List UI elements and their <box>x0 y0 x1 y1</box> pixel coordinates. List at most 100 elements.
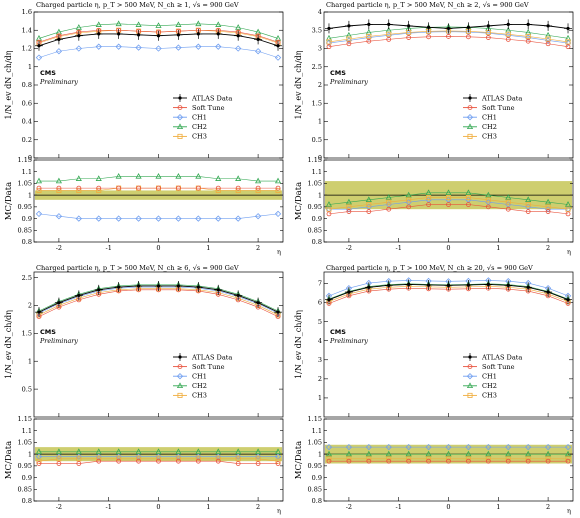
ratio-point <box>565 211 571 217</box>
ratio-point <box>55 448 62 455</box>
legend-entry: CH2 <box>173 382 207 390</box>
ratio-point <box>366 202 372 208</box>
data-point <box>545 36 551 42</box>
ratio-point <box>156 185 161 191</box>
data-point <box>505 36 511 42</box>
ratio-point <box>505 206 511 212</box>
legend-marker <box>466 373 474 380</box>
legend-marker <box>177 133 183 139</box>
preliminary-label: Preliminary <box>329 337 368 345</box>
ratio-point <box>255 177 262 184</box>
ratio-point <box>235 175 242 181</box>
ratio-point <box>545 204 551 210</box>
preliminary-label: Preliminary <box>39 78 78 86</box>
data-point <box>505 31 511 37</box>
ratio-y-tick-label: 1 <box>28 450 32 458</box>
ratio-point <box>445 189 452 196</box>
legend-label: CH2 <box>482 382 497 390</box>
data-point <box>37 44 41 48</box>
x-tick-label: -2 <box>346 503 352 511</box>
ratio-point <box>36 461 42 466</box>
chart-panel-4: Charged particle η, p_T > 100 MeV, N_ch … <box>294 264 574 515</box>
x-tick-label: -1 <box>396 503 402 511</box>
ratio-point <box>155 172 162 179</box>
y-tick-label: 3 <box>318 45 322 53</box>
legend-label: CH2 <box>482 123 497 131</box>
x-tick-label: 2 <box>546 244 550 252</box>
ratio-y-tick-label: 0.8 <box>22 497 32 505</box>
ratio-y-tick-label: 0.9 <box>22 215 32 223</box>
legend-marker <box>177 364 183 369</box>
data-point <box>135 21 142 27</box>
ratio-point <box>564 450 572 457</box>
ratio-point <box>525 450 532 457</box>
ratio-point <box>525 196 532 203</box>
ratio-point <box>115 215 122 222</box>
legend-entry: Soft Tune <box>173 363 225 371</box>
y-tick-label: 0 <box>28 154 32 162</box>
chart-panel-2: Charged particle η, p_T > 500 MeV, N_ch … <box>294 1 574 256</box>
ratio-point <box>365 443 372 451</box>
data-point <box>95 43 102 50</box>
ratio-point <box>485 458 491 464</box>
data-point <box>387 22 391 27</box>
data-point <box>506 283 510 287</box>
data-point <box>326 39 332 45</box>
ratio-point <box>255 185 261 191</box>
ratio-y-tick-label: 1.1 <box>22 427 32 435</box>
y-tick-label: 3.5 <box>312 26 322 34</box>
data-point <box>117 285 121 289</box>
y-tick-label: 1 <box>28 63 32 71</box>
legend-label: CH2 <box>192 382 207 390</box>
y-tick-label: 1.5 <box>22 330 32 338</box>
ratio-point <box>35 448 43 455</box>
ratio-point <box>195 448 202 455</box>
ratio-line <box>328 192 569 205</box>
chart-title: Charged particle η, p_T > 500 MeV, N_ch … <box>36 264 239 272</box>
data-point <box>117 32 121 36</box>
ratio-point <box>135 172 142 179</box>
ratio-point <box>465 443 472 451</box>
ratio-y-tick-label: 1.05 <box>308 180 322 188</box>
ratio-point <box>525 443 532 451</box>
ratio-point <box>346 209 352 214</box>
ratio-plot-frame <box>33 159 284 243</box>
x-tick-label: -1 <box>106 244 112 252</box>
legend-entry: CH1 <box>463 373 497 381</box>
y-tick-label: 6 <box>318 299 322 307</box>
ratio-line <box>38 213 279 219</box>
ratio-y-axis-label: MC/Data <box>294 182 304 220</box>
ratio-point <box>275 187 281 193</box>
data-point <box>155 22 162 28</box>
ratio-point <box>325 450 333 457</box>
data-point <box>55 48 63 55</box>
series-ch2 <box>325 280 572 457</box>
ratio-point <box>175 215 182 222</box>
ratio-point <box>445 443 452 451</box>
legend-label: CH1 <box>192 114 207 122</box>
legend-marker <box>177 105 183 110</box>
ratio-point <box>544 443 552 451</box>
ratio-point <box>76 461 82 466</box>
x-tick-label: 0 <box>446 244 450 252</box>
y-tick-label: 1.6 <box>22 8 32 16</box>
data-point <box>216 288 220 292</box>
ratio-point <box>326 458 332 464</box>
ratio-point <box>275 458 281 464</box>
ratio-point <box>55 213 63 220</box>
series-line <box>38 288 279 316</box>
y-tick-label: 0.4 <box>22 118 32 126</box>
ratio-point <box>465 194 471 200</box>
legend-marker <box>178 355 182 359</box>
ratio-point <box>56 461 62 466</box>
legend-entry: Soft Tune <box>463 104 515 112</box>
data-point <box>407 282 411 287</box>
data-point <box>366 38 372 44</box>
data-point <box>196 32 200 36</box>
ratio-y-tick-label: 0.95 <box>18 462 32 470</box>
data-point <box>236 34 240 38</box>
ratio-y-tick-label: 0.9 <box>312 215 322 223</box>
chart-title: Charged particle η, p_T > 500 MeV, N_ch … <box>36 1 239 9</box>
ratio-y-axis-label: MC/Data <box>4 182 14 220</box>
